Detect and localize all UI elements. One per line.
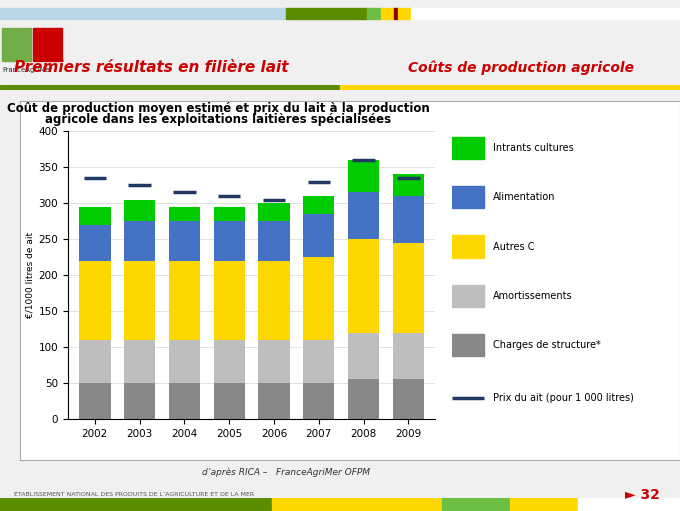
Bar [392,380,424,419]
Bar [2,29,31,61]
Bar [79,207,111,225]
Text: Prix du ait (pour 1 000 litres): Prix du ait (pour 1 000 litres) [493,393,634,403]
Bar [303,257,335,340]
Bar [258,340,290,383]
Bar [124,261,155,340]
Bar [348,333,379,380]
Bar [124,340,155,383]
Bar [348,380,379,419]
Text: Coûts de production agricole: Coûts de production agricole [408,60,634,75]
Bar [0,85,340,90]
Bar [79,383,111,419]
Bar [272,498,442,511]
Bar [169,261,200,340]
Text: ► 32: ► 32 [625,487,660,502]
Bar [258,383,290,419]
Bar [169,221,200,261]
Bar [303,340,335,383]
Bar [214,207,245,221]
Bar [381,8,394,19]
Text: Autres C: Autres C [493,242,534,251]
Bar [303,196,335,214]
Bar [452,136,484,159]
Bar [79,340,111,383]
Bar [124,221,155,261]
Bar [79,261,111,340]
Bar [258,221,290,261]
Bar [510,498,578,511]
Text: Charges de structure*: Charges de structure* [493,340,600,350]
Bar [214,221,245,261]
Bar [452,236,484,258]
Text: FranceAgriMer: FranceAgriMer [2,67,53,73]
Bar [258,261,290,340]
Text: Premiers résultats en filière lait: Premiers résultats en filière lait [14,60,288,75]
Bar [452,186,484,208]
Bar [214,383,245,419]
Bar [169,383,200,419]
Bar [442,498,510,511]
Bar [214,261,245,340]
Text: Amortissements: Amortissements [493,291,573,301]
Bar [348,239,379,333]
Bar [79,225,111,261]
Text: Coût de production moyen estimé et prix du lait à la production: Coût de production moyen estimé et prix … [7,102,430,115]
Bar [340,85,680,90]
Bar [0,8,286,19]
Bar [394,8,398,19]
Bar [348,160,379,193]
Bar [398,8,411,19]
Bar [646,498,680,511]
Bar [392,333,424,380]
Bar [33,29,62,61]
Y-axis label: €/1000 litres de ait: €/1000 litres de ait [25,232,35,318]
Bar [367,8,381,19]
Bar [452,285,484,307]
Text: Intrants cultures: Intrants cultures [493,143,574,153]
Bar [258,203,290,221]
Bar [214,340,245,383]
Bar [348,193,379,239]
Bar [411,8,680,19]
Bar [0,498,272,511]
Bar [392,196,424,243]
Bar [303,214,335,257]
Bar [124,383,155,419]
Text: d’après RICA –   FranceAgriMer OFPM: d’après RICA – FranceAgriMer OFPM [201,468,370,477]
Bar [169,207,200,221]
Bar [392,243,424,333]
Bar [169,340,200,383]
Bar [578,498,646,511]
Text: Alimentation: Alimentation [493,192,556,202]
Bar [392,174,424,196]
Bar [303,383,335,419]
Bar [286,8,367,19]
Text: agricole dans les exploitations laitières spécialisées: agricole dans les exploitations laitière… [45,113,392,126]
Text: ÉTABLISSEMENT NATIONAL DES PRODUITS DE L’AGRICULTURE ET DE LA MER: ÉTABLISSEMENT NATIONAL DES PRODUITS DE L… [14,492,254,497]
Bar [452,334,484,356]
Bar [124,200,155,221]
